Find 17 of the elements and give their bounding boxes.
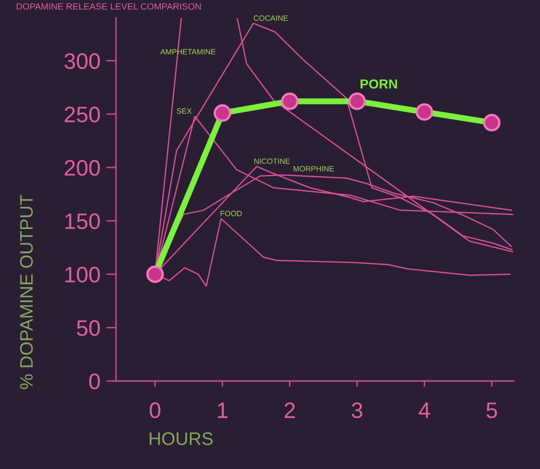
x-tick-label: 3 [352,402,362,418]
x-tick-label: 1 [218,402,228,418]
x-tick-label: 0 [150,402,160,418]
y-tick-label: 150 [65,213,100,230]
y-tick-label: 50 [76,320,100,336]
y-tick-label: 100 [65,266,100,283]
y-tick-label: 200 [64,160,100,176]
x-tick-label: 2 [284,402,295,418]
series-label: PORN [360,79,397,89]
x-tick-label: 4 [418,402,430,418]
chart-title: DOPAMINE RELEASE LEVEL COMPARISON [16,3,201,10]
x-axis-title: HOURS [150,432,213,446]
y-tick-label: 300 [64,53,100,69]
y-tick-label: 250 [64,106,100,122]
x-tick-label: 5 [486,402,498,418]
y-axis-title: % DOPAMINE OUTPUT [20,194,33,390]
y-tick-label: 0 [89,374,100,390]
